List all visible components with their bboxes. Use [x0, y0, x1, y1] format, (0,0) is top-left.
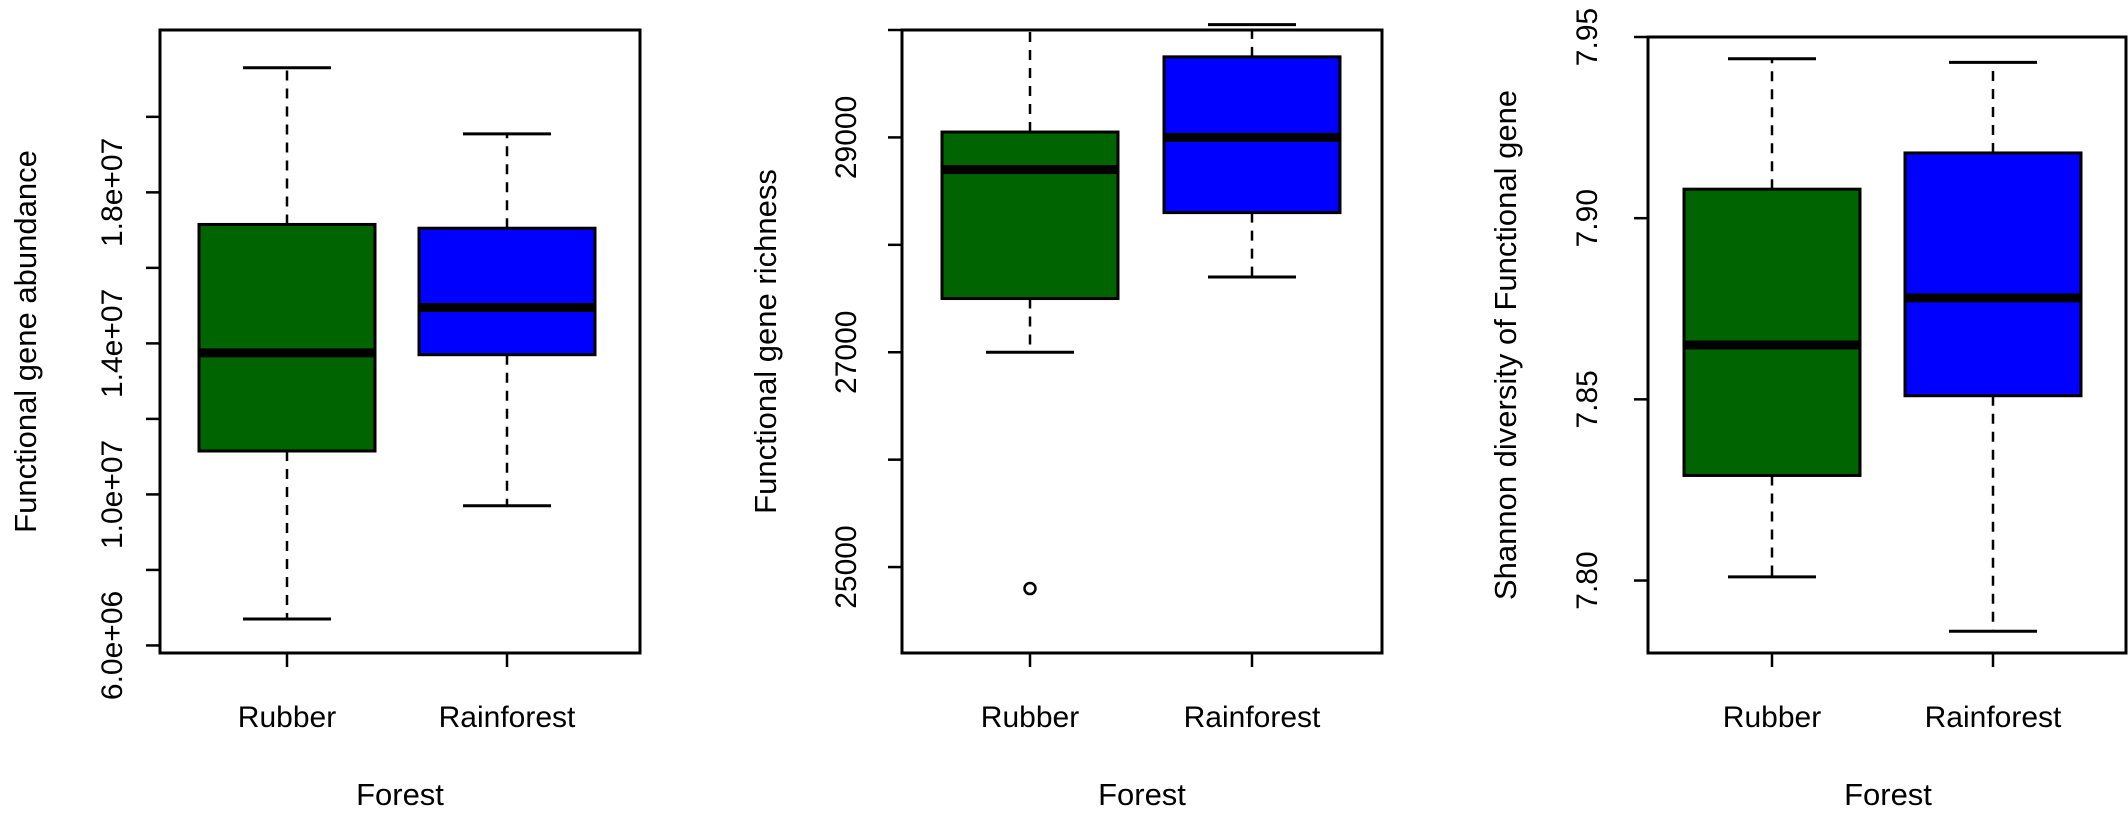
box-rubber	[197, 66, 377, 621]
iqr-box	[197, 222, 377, 453]
y-tick-label: 1.4e+07	[96, 289, 129, 398]
y-axis-title: Shannon diversity of Functional gene	[1488, 90, 1523, 600]
y-tick-label: 7.95	[1571, 8, 1604, 66]
iqr-box	[1903, 151, 2083, 398]
plot-frame	[900, 28, 1384, 655]
x-tick-label: Rubber	[981, 701, 1079, 734]
chart-panel-3: 7.80 7.85 7.90 7.95 Shannon diversity of Fun…	[1488, 8, 2128, 812]
box-rubber	[940, 28, 1120, 596]
iqr-box	[940, 130, 1120, 301]
chart-panel-2: 25000 27000 29000 Functional gene richness R…	[748, 23, 1384, 812]
iqr-box	[417, 226, 597, 357]
y-tick-label: 7.90	[1571, 189, 1604, 247]
iqr-box	[1682, 187, 1862, 477]
x-axis-title: Forest	[356, 777, 444, 812]
y-tick-label: 7.85	[1571, 370, 1604, 428]
chart-panel-1: 6.0e+06 1.0e+07 1.4e+07 1.8e+07 Functional g…	[8, 28, 642, 812]
y-tick-label: 7.80	[1571, 551, 1604, 609]
y-tick-label: 25000	[830, 525, 863, 608]
box-rainforest	[1903, 60, 2083, 633]
y-tick-label: 1.0e+07	[96, 440, 129, 549]
x-tick-label: Rubber	[1723, 701, 1821, 734]
x-tick-label: Rainforest	[439, 701, 576, 734]
x-tick-label: Rubber	[238, 701, 336, 734]
outlier-point	[1023, 581, 1037, 596]
x-tick-label: Rainforest	[1925, 701, 2062, 734]
plot-frame	[1646, 35, 2128, 655]
y-tick-label: 6.0e+06	[96, 591, 129, 700]
plot-frame	[158, 28, 642, 655]
box-rubber	[1682, 57, 1862, 579]
y-axis-title: Functional gene richness	[748, 169, 783, 514]
y-tick-label: 1.8e+07	[96, 138, 129, 247]
box-rainforest	[1162, 23, 1342, 279]
box-rainforest	[417, 132, 597, 508]
y-axis-title: Functional gene abundance	[8, 150, 43, 533]
x-axis-title: Forest	[1098, 777, 1186, 812]
x-tick-label: Rainforest	[1184, 701, 1321, 734]
y-tick-label: 29000	[830, 96, 863, 179]
x-axis-title: Forest	[1844, 777, 1932, 812]
y-tick-label: 27000	[830, 311, 863, 394]
